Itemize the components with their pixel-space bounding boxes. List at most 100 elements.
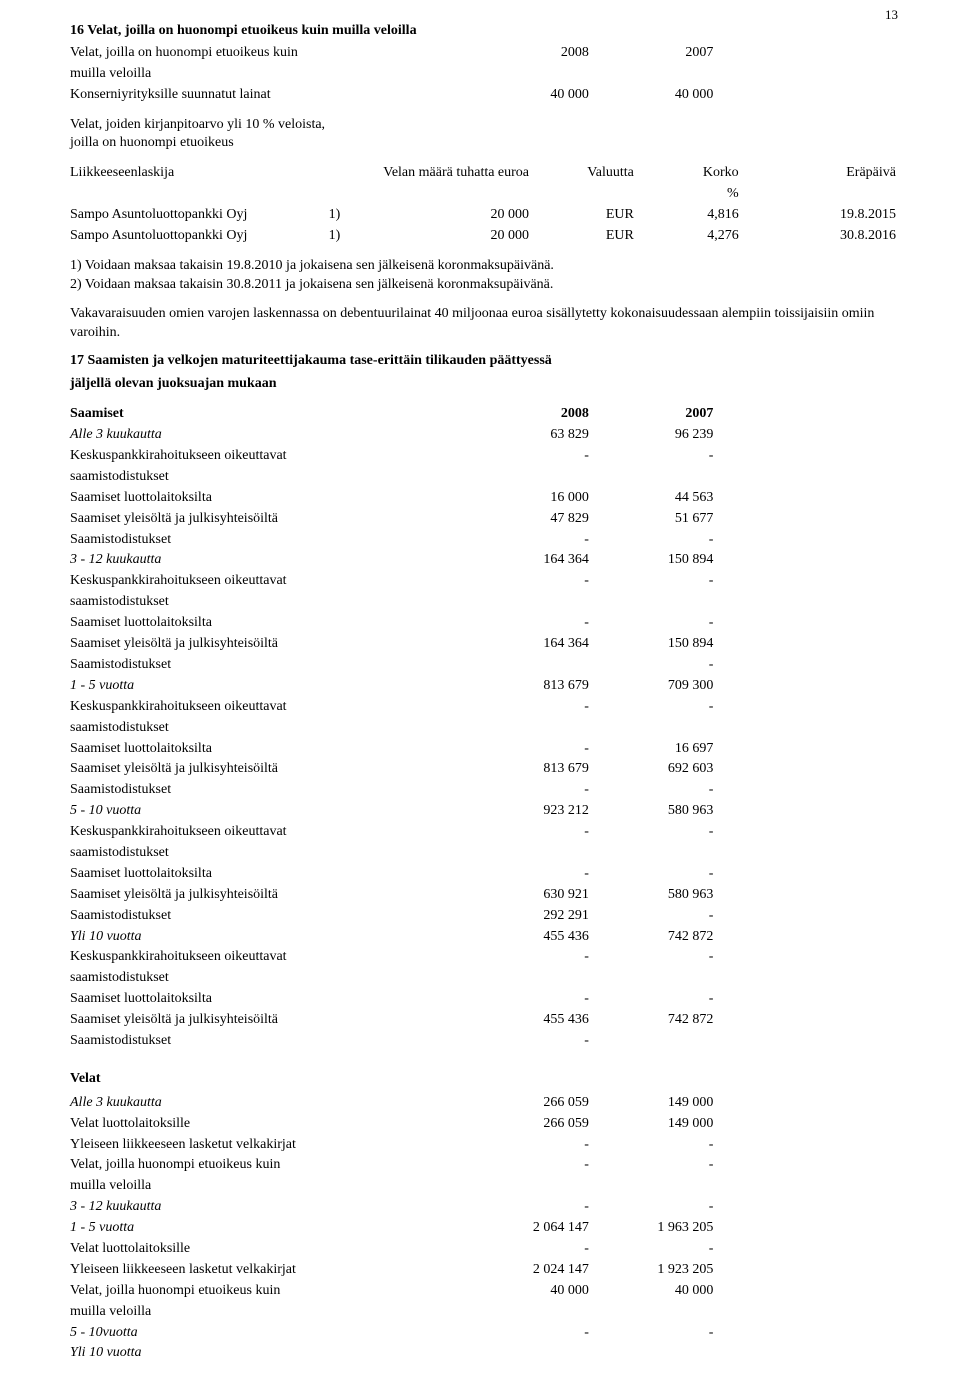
v: 51 677: [593, 509, 718, 530]
v: -: [468, 1135, 593, 1156]
v: 742 872: [593, 927, 718, 948]
v: -: [468, 1323, 593, 1344]
v: -: [468, 697, 593, 718]
vlbl-v1-5: 1 - 5 vuotta: [70, 1218, 468, 1239]
vlbl-velkakirjat: Yleiseen liikkeeseen lasketut velkakirja…: [70, 1260, 468, 1281]
vlbl-v5-10: 5 - 10vuotta: [70, 1323, 468, 1344]
s16-row2-label: Konserniyrityksille suunnatut lainat: [70, 85, 468, 106]
lbl-cb-b: saamistodistukset: [70, 592, 468, 613]
v: 709 300: [593, 676, 718, 697]
lbl-cb-b: saamistodistukset: [70, 843, 468, 864]
v: 44 563: [593, 488, 718, 509]
v: 266 059: [468, 1093, 593, 1114]
v: -: [468, 864, 593, 885]
loan-row: Sampo Asuntoluottopankki Oyj 1) 20 000 E…: [70, 205, 900, 226]
v: 149 000: [593, 1093, 718, 1114]
v: -: [468, 780, 593, 801]
vlbl-huono-a: Velat, joilla huonompi etuoikeus kuin: [70, 1155, 468, 1176]
v: -: [468, 1031, 593, 1052]
v: 150 894: [593, 550, 718, 571]
s16-row3-label-b: joilla on huonompi etuoikeus: [70, 134, 900, 153]
v: 742 872: [593, 1010, 718, 1031]
s17-col-2007: 2007: [593, 404, 718, 425]
loan-rate: 4,816: [638, 205, 743, 226]
v: -: [593, 613, 718, 634]
v: -: [593, 571, 718, 592]
lbl-yleis: Saamiset yleisöltä ja julkisyhteisöiltä: [70, 1010, 468, 1031]
s16-para: Vakavaraisuuden omien varojen laskennass…: [70, 305, 900, 343]
v: 40 000: [468, 1281, 593, 1302]
v: 630 921: [468, 885, 593, 906]
v: 923 212: [468, 801, 593, 822]
v: 455 436: [468, 927, 593, 948]
v: -: [593, 655, 718, 676]
v: 150 894: [593, 634, 718, 655]
loan-due: 19.8.2015: [743, 205, 900, 226]
loan-h-rate-unit: %: [638, 184, 743, 205]
v: [468, 655, 593, 676]
loan-note: 1): [315, 205, 359, 226]
lbl-todist: Saamistodistukset: [70, 530, 468, 551]
section17-subtitle: jäljellä olevan juoksuajan mukaan: [70, 375, 900, 394]
loan-lender: Sampo Asuntoluottopankki Oyj: [70, 205, 315, 226]
vlbl-huono-b: muilla veloilla: [70, 1302, 468, 1323]
v: 1 923 205: [593, 1260, 718, 1281]
lbl-luotto: Saamiset luottolaitoksilta: [70, 613, 468, 634]
loan-note: 1): [315, 226, 359, 247]
v: [468, 1343, 593, 1364]
lbl-yleis: Saamiset yleisöltä ja julkisyhteisöiltä: [70, 634, 468, 655]
lbl-yleis: Saamiset yleisöltä ja julkisyhteisöiltä: [70, 509, 468, 530]
loan-amount: 20 000: [358, 226, 533, 247]
lbl-todist: Saamistodistukset: [70, 655, 468, 676]
v: -: [593, 1197, 718, 1218]
s16-row1-label-b: muilla veloilla: [70, 64, 468, 85]
loan-h-rate: Korko: [638, 163, 743, 184]
v: 292 291: [468, 906, 593, 927]
section16-loan-table: Liikkeeseenlaskija Velan määrä tuhatta e…: [70, 163, 900, 247]
v: -: [468, 947, 593, 968]
v: -: [593, 530, 718, 551]
v: 580 963: [593, 885, 718, 906]
v: -: [593, 780, 718, 801]
v: -: [468, 613, 593, 634]
section16-title: 16 Velat, joilla on huonompi etuoikeus k…: [70, 22, 900, 41]
loan-h-amount: Velan määrä tuhatta euroa: [358, 163, 533, 184]
lbl-luotto: Saamiset luottolaitoksilta: [70, 989, 468, 1010]
loan-lender: Sampo Asuntoluottopankki Oyj: [70, 226, 315, 247]
vlbl-huono-b: muilla veloilla: [70, 1176, 468, 1197]
s16-row3-label-a: Velat, joiden kirjanpitoarvo yli 10 % ve…: [70, 116, 900, 135]
section17-title: 17 Saamisten ja velkojen maturiteettijak…: [70, 352, 900, 371]
loan-row: Sampo Asuntoluottopankki Oyj 1) 20 000 E…: [70, 226, 900, 247]
v: -: [593, 1323, 718, 1344]
v: 164 364: [468, 550, 593, 571]
lbl-cb-b: saamistodistukset: [70, 968, 468, 989]
v: -: [593, 864, 718, 885]
lbl-cb-a: Keskuspankkirahoitukseen oikeuttavat: [70, 822, 468, 843]
v: 96 239: [593, 425, 718, 446]
lbl-luotto: Saamiset luottolaitoksilta: [70, 488, 468, 509]
velat-heading: Velat: [70, 1070, 900, 1089]
v: -: [468, 530, 593, 551]
lbl-k3-12: 3 - 12 kuukautta: [70, 550, 468, 571]
lbl-cb-a: Keskuspankkirahoitukseen oikeuttavat: [70, 571, 468, 592]
v: -: [468, 446, 593, 467]
lbl-yleis: Saamiset yleisöltä ja julkisyhteisöiltä: [70, 759, 468, 780]
v: -: [593, 1135, 718, 1156]
v: -: [468, 989, 593, 1010]
v: -: [593, 989, 718, 1010]
v: [593, 1343, 718, 1364]
saamiset-table: Saamiset 2008 2007 Alle 3 kuukautta 63 8…: [70, 404, 900, 1052]
s16-col-2008: 2008: [468, 43, 593, 64]
v: -: [593, 697, 718, 718]
v: 1 963 205: [593, 1218, 718, 1239]
vlbl-k3-12: 3 - 12 kuukautta: [70, 1197, 468, 1218]
v: -: [468, 822, 593, 843]
loan-h-due: Eräpäivä: [743, 163, 900, 184]
v: 47 829: [468, 509, 593, 530]
loan-h-currency: Valuutta: [533, 163, 638, 184]
v: 16 697: [593, 739, 718, 760]
vlbl-velkakirjat: Yleiseen liikkeeseen lasketut velkakirja…: [70, 1135, 468, 1156]
loan-due: 30.8.2016: [743, 226, 900, 247]
v: -: [468, 1155, 593, 1176]
v: 16 000: [468, 488, 593, 509]
